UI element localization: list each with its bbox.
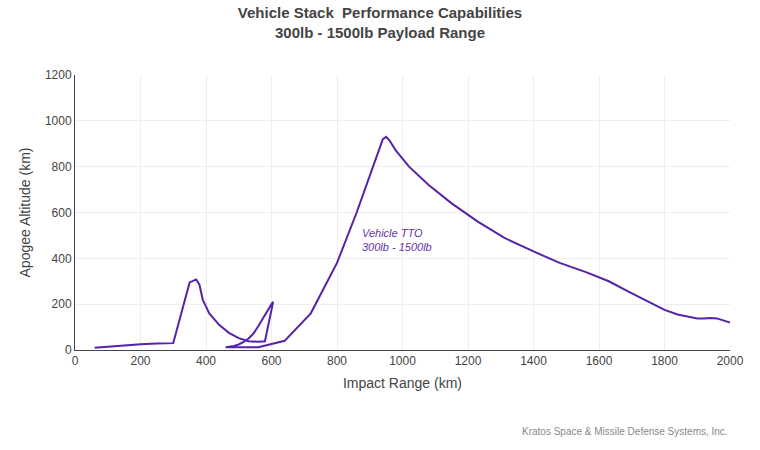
svg-text:Vehicle Stack Performance Cap: Vehicle Stack Performance Capabilities30… — [238, 4, 522, 41]
svg-text:600: 600 — [261, 354, 281, 368]
svg-text:Vehicle TTO300lb - 1500lb: Vehicle TTO300lb - 1500lb — [362, 227, 432, 253]
svg-text:1800: 1800 — [651, 354, 678, 368]
svg-text:Impact Range (km): Impact Range (km) — [343, 375, 462, 391]
svg-text:Apogee Altitude (km): Apogee Altitude (km) — [17, 148, 33, 278]
svg-text:1600: 1600 — [586, 354, 613, 368]
svg-text:800: 800 — [327, 354, 347, 368]
svg-text:Kratos Space & Missile Defense: Kratos Space & Missile Defense Systems, … — [522, 426, 728, 437]
svg-text:200: 200 — [52, 297, 72, 311]
svg-text:1200: 1200 — [45, 68, 72, 82]
svg-text:1000: 1000 — [389, 354, 416, 368]
svg-text:0: 0 — [65, 343, 72, 357]
svg-text:1200: 1200 — [455, 354, 482, 368]
svg-text:400: 400 — [52, 252, 72, 266]
svg-text:2000: 2000 — [717, 354, 744, 368]
svg-text:200: 200 — [130, 354, 150, 368]
svg-text:600: 600 — [52, 206, 72, 220]
svg-text:1000: 1000 — [45, 114, 72, 128]
svg-text:400: 400 — [196, 354, 216, 368]
svg-text:0: 0 — [72, 354, 79, 368]
svg-text:1400: 1400 — [520, 354, 547, 368]
svg-text:800: 800 — [52, 160, 72, 174]
